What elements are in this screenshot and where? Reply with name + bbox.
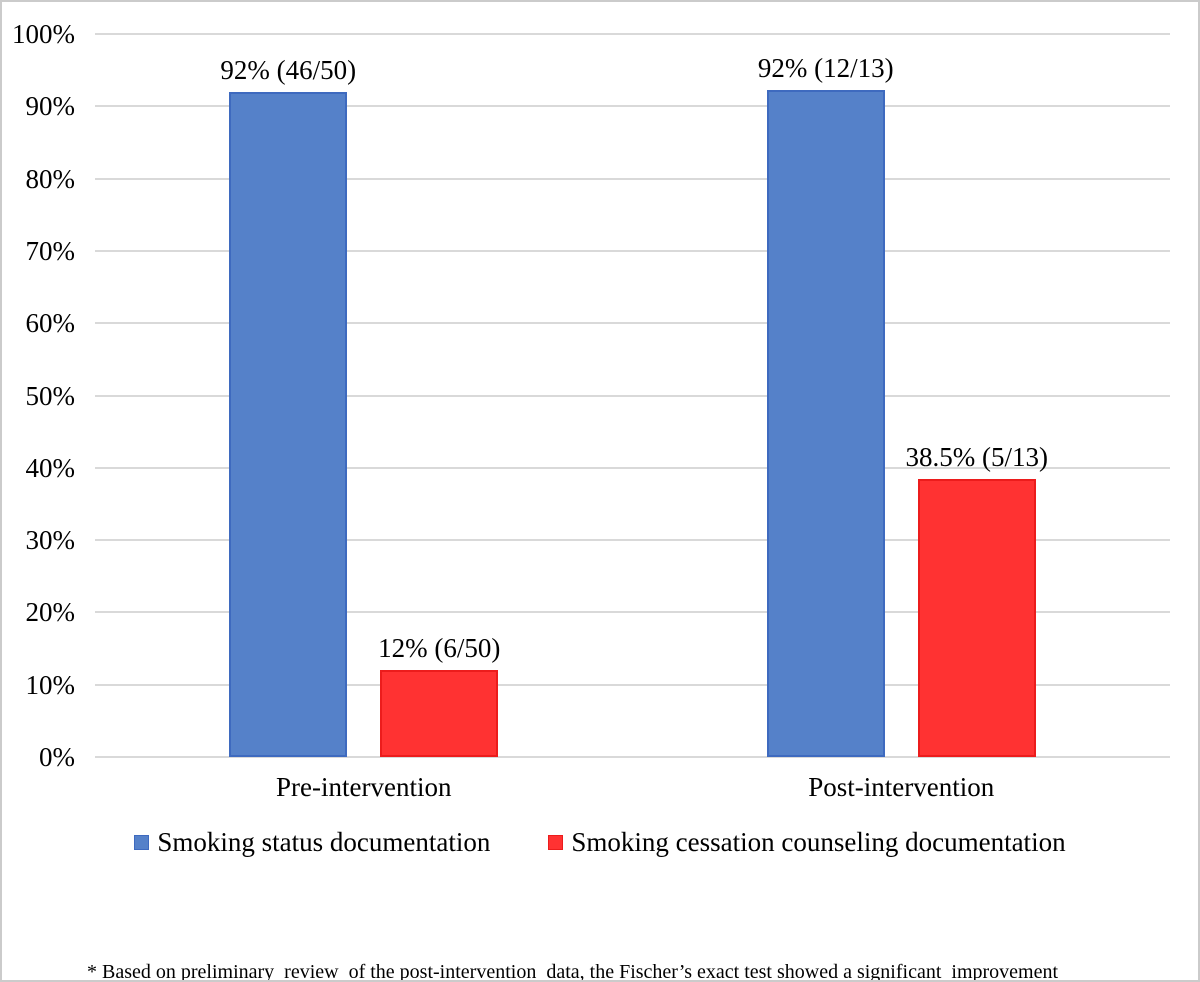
gridline (95, 611, 1170, 614)
bar-smoking-status-documentation-post-intervention (766, 89, 885, 757)
y-tick-label: 20% (25, 597, 76, 628)
footnote-line-1: * Based on preliminary review of the pos… (87, 961, 1059, 982)
legend-item-smoking-cessation-counseling-documentation: Smoking cessation counseling documentati… (548, 824, 1066, 860)
bar-value-label: 92% (46/50) (220, 54, 357, 85)
y-tick-label: 30% (25, 525, 76, 556)
gridline (95, 756, 1170, 758)
legend-item-smoking-status-documentation: Smoking status documentation (134, 824, 490, 860)
y-tick-label: 100% (12, 19, 75, 49)
gridline (95, 394, 1170, 397)
gridline (95, 322, 1170, 325)
gridline (95, 105, 1170, 108)
bar-smoking-cessation-counseling-documentation-pre-intervention (380, 670, 499, 757)
y-tick-label: 90% (25, 91, 76, 122)
bar-value-label: 38.5% (5/13) (905, 441, 1048, 472)
y-tick-label: 10% (25, 669, 76, 700)
gridline (95, 177, 1170, 180)
bar-value-label: 92% (12/13) (757, 52, 894, 83)
plot-area: 92% (46/50) 92% (12/13) 12% (6/50) 38.5% (5… (95, 33, 1170, 758)
y-axis: 0% 10% 20% 30% 40% 50% 60% 70% 80% 90% 100% (2, 2, 75, 792)
y-tick-label: 50% (25, 380, 76, 411)
bar-smoking-cessation-counseling-documentation-post-intervention (917, 478, 1036, 757)
category-label-pre-intervention: Pre-intervention (276, 772, 452, 802)
y-tick-label: 40% (25, 452, 76, 483)
gridline (95, 249, 1170, 252)
y-tick-label: 0% (39, 742, 75, 772)
y-tick-label: 80% (25, 163, 76, 194)
gridline (95, 466, 1170, 469)
legend-label: Smoking cessation counseling documentati… (571, 827, 1066, 857)
legend-swatch-icon (134, 834, 150, 850)
category-axis: Pre-intervention Post-intervention (2, 772, 1198, 806)
gridline (95, 683, 1170, 686)
y-tick-label: 70% (25, 235, 76, 266)
gridline (95, 539, 1170, 542)
legend-swatch-icon (548, 834, 564, 850)
legend: Smoking status documentation Smoking cess… (2, 824, 1198, 860)
y-tick-label: 60% (25, 308, 76, 339)
gridline (95, 33, 1170, 35)
bar-smoking-status-documentation-pre-intervention (229, 91, 348, 757)
category-label-post-intervention: Post-intervention (808, 772, 995, 802)
footnote: * Based on preliminary review of the pos… (87, 897, 1187, 982)
legend-label: Smoking status documentation (157, 827, 491, 857)
bar-value-label: 12% (6/50) (378, 633, 501, 664)
